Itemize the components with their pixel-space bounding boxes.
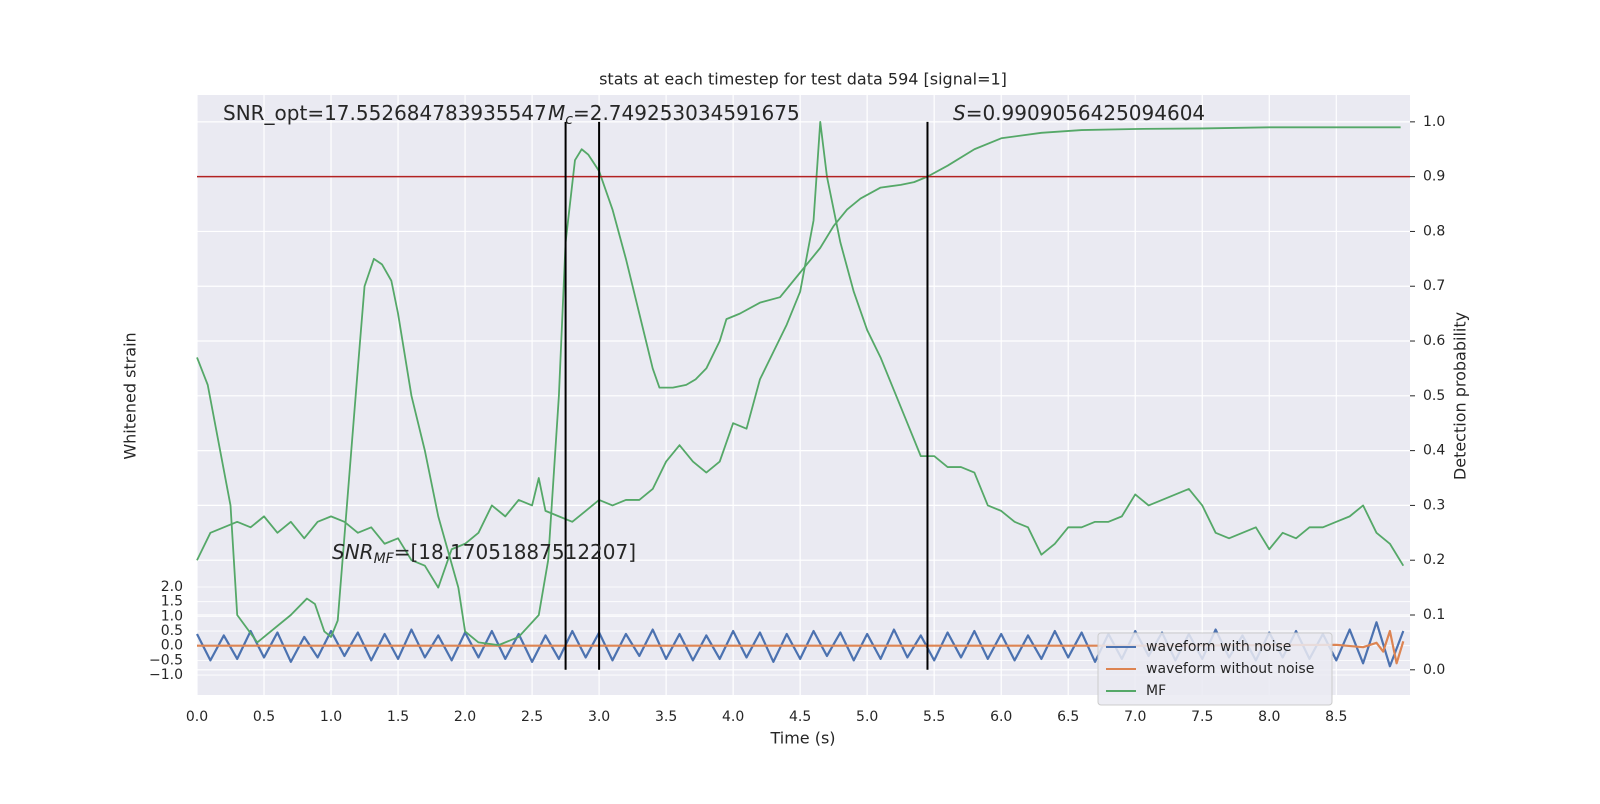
annotation-text: =[18.17051887512207] — [394, 540, 636, 564]
y-tick-label: 2.0 — [161, 579, 183, 595]
y-tick-label: 0.5 — [161, 623, 183, 639]
x-tick-label: 4.0 — [722, 709, 744, 725]
y2-axis-label: Detection probability — [1451, 312, 1470, 480]
annotation: SNR_opt=17.552684783935547 — [223, 101, 547, 125]
x-tick-label: 0.0 — [186, 709, 208, 725]
x-tick-label: 2.0 — [454, 709, 476, 725]
x-tick-label: 0.5 — [253, 709, 275, 725]
chart-title: stats at each timestep for test data 594… — [599, 70, 1007, 89]
y2-tick-label: 0.2 — [1423, 552, 1445, 568]
annotation-subscript: c — [565, 112, 573, 128]
y2-tick-label: 0.4 — [1423, 443, 1445, 459]
x-tick-label: 5.0 — [856, 709, 878, 725]
y-tick-label: 1.5 — [161, 594, 183, 610]
y-tick-label: 1.0 — [161, 608, 183, 624]
annotation-symbol: M — [548, 101, 565, 125]
x-tick-label: 7.0 — [1124, 709, 1146, 725]
y2-tick-label: 0.8 — [1423, 223, 1445, 239]
x-tick-label: 2.5 — [521, 709, 543, 725]
annotation-text: =2.749253034591675 — [573, 101, 800, 125]
y2-tick-label: 0.6 — [1423, 333, 1445, 349]
x-tick-label: 8.0 — [1258, 709, 1280, 725]
grid — [196, 95, 1410, 695]
x-tick-label: 5.5 — [923, 709, 945, 725]
annotation: Mc=2.749253034591675 — [548, 101, 800, 129]
y2-tick-label: 1.0 — [1423, 114, 1445, 130]
x-tick-label: 1.5 — [387, 709, 409, 725]
y-tick-label: −0.5 — [149, 652, 183, 668]
y-tick-label: 0.0 — [161, 638, 183, 654]
annotation: SNRMF=[18.17051887512207] — [332, 540, 636, 568]
annotation-symbol: S — [953, 101, 966, 125]
y2-tick-label: 0.5 — [1423, 388, 1445, 404]
series-line — [196, 120, 1405, 589]
x-tick-label: 3.0 — [588, 709, 610, 725]
x-tick-label: 6.5 — [1057, 709, 1079, 725]
x-tick-label: 7.5 — [1191, 709, 1213, 725]
y2-tick-label: 0.7 — [1423, 278, 1445, 294]
x-tick-label: 6.0 — [990, 709, 1012, 725]
y2-tick-label: 0.9 — [1423, 169, 1445, 185]
annotation-symbol: SNR — [332, 540, 374, 564]
annotation-text: SNR_opt=17.552684783935547 — [223, 101, 547, 125]
x-axis-label: Time (s) — [769, 729, 835, 748]
y-tick-label: −1.0 — [149, 667, 183, 683]
y2-tick-label: 0.1 — [1423, 607, 1445, 623]
x-tick-label: 3.5 — [655, 709, 677, 725]
legend-label: waveform with noise — [1146, 639, 1291, 655]
x-tick-label: 1.0 — [320, 709, 342, 725]
annotation-subscript: MF — [374, 551, 395, 567]
legend-label: MF — [1146, 683, 1166, 699]
y2-tick-label: 0.3 — [1423, 497, 1445, 513]
series-line — [196, 126, 1401, 647]
y-axis-label: Whitened strain — [121, 332, 140, 459]
annotation: S=0.9909056425094604 — [953, 101, 1205, 125]
legend-box — [1097, 632, 1333, 706]
legend-label: waveform without noise — [1146, 661, 1314, 677]
plot-area — [197, 95, 1410, 695]
annotation-text: =0.9909056425094604 — [966, 101, 1205, 125]
x-tick-label: 8.5 — [1325, 709, 1347, 725]
y2-tick-label: 0.0 — [1423, 662, 1445, 678]
x-tick-label: 4.5 — [789, 709, 811, 725]
